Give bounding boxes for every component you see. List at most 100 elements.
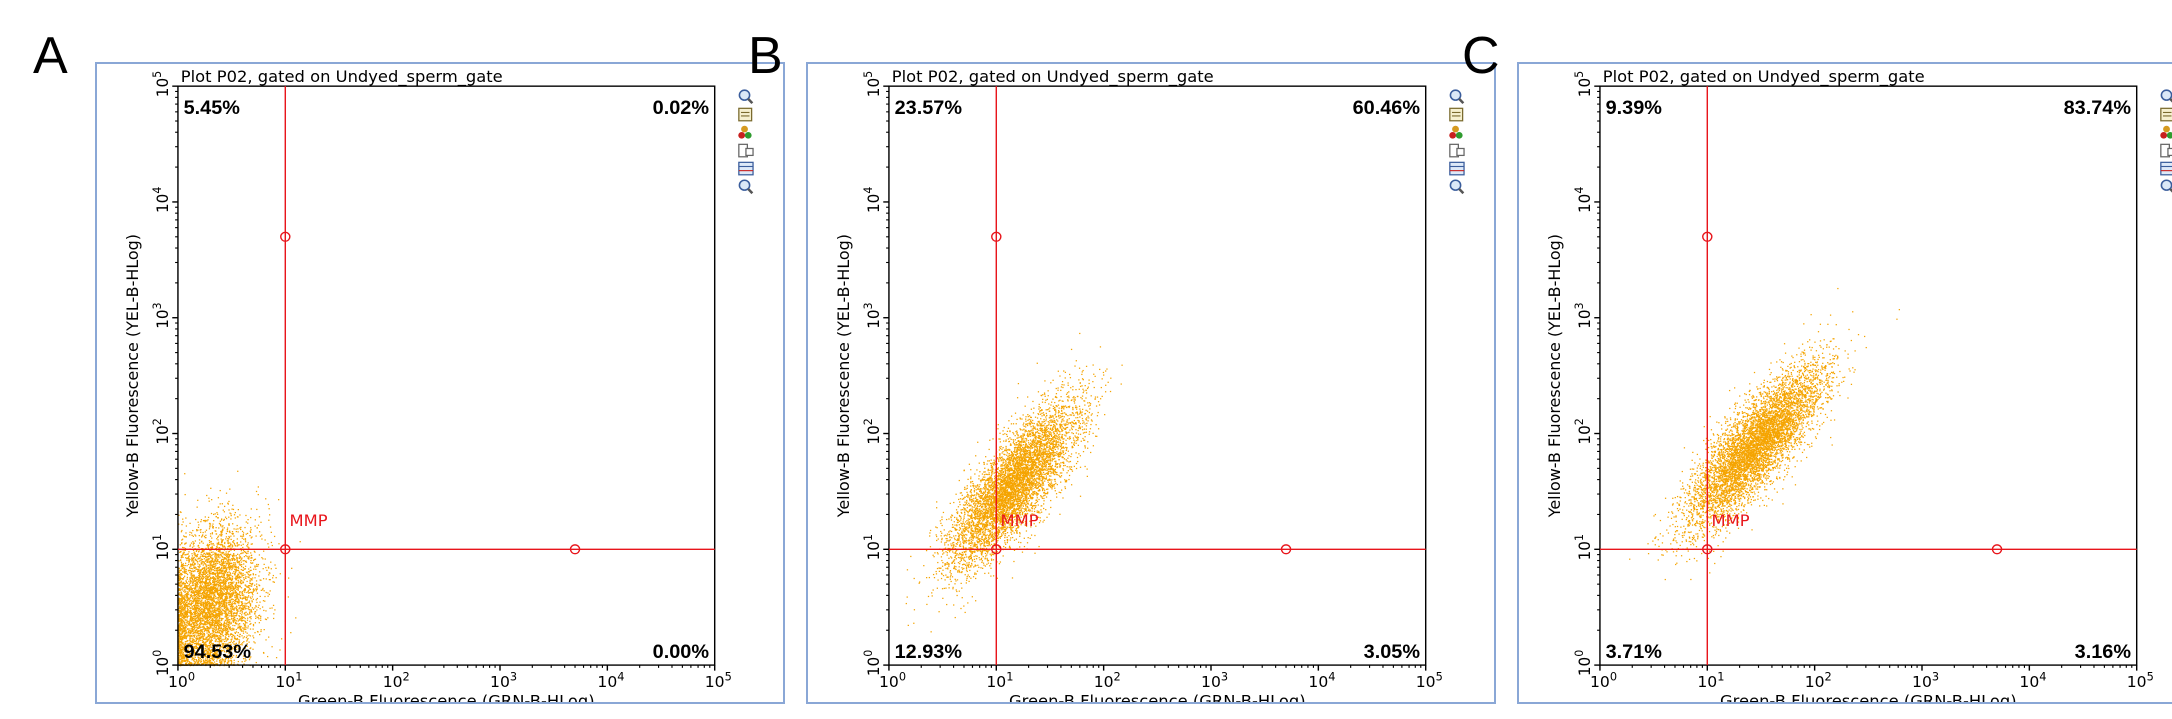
scatter-point [220, 617, 222, 620]
scatter-point [182, 654, 185, 656]
scatter-point [241, 614, 243, 616]
scatter-point [232, 591, 235, 593]
scatter-point [196, 593, 199, 595]
scatter-point [235, 568, 238, 570]
scatter-point [237, 648, 240, 650]
scatter-point [202, 571, 204, 574]
scatter-point [235, 648, 238, 651]
scatter-point [209, 622, 211, 625]
scatter-point [208, 631, 210, 634]
scatter-point [212, 583, 214, 585]
scatter-point [238, 626, 240, 629]
scatter-point [250, 656, 252, 658]
scatter-point [242, 577, 245, 579]
scatter-point [271, 544, 273, 547]
scatter-point [204, 583, 206, 585]
scatter-point [213, 651, 216, 654]
scatter-point [192, 639, 194, 641]
scatter-point [193, 649, 196, 652]
scatter-point [225, 626, 228, 628]
scatter-point [205, 623, 207, 625]
scatter-point [233, 542, 235, 544]
scatter-point [185, 536, 187, 538]
scatter-point [224, 585, 226, 587]
scatter-point [230, 593, 232, 595]
scatter-point [195, 639, 198, 642]
scatter-point [207, 544, 209, 547]
scatter-point [288, 577, 290, 579]
scatter-point [230, 582, 232, 584]
scatter-point [214, 574, 217, 576]
scatter-point [194, 587, 197, 589]
scatter-point [217, 628, 219, 630]
scatter-point [236, 618, 238, 620]
scatter-point [206, 608, 208, 610]
scatter-point [216, 614, 218, 616]
scatter-point [222, 558, 224, 561]
scatter-point [201, 635, 203, 638]
scatter-point [206, 582, 209, 585]
scatter-point [213, 573, 216, 575]
scatter-point [224, 567, 226, 569]
scatter-point [226, 590, 228, 592]
scatter-point [234, 603, 237, 605]
scatter-point [199, 588, 201, 590]
scatter-point [195, 637, 197, 639]
scatter-point [208, 641, 211, 643]
scatter-point [191, 557, 193, 559]
scatter-point [215, 572, 217, 574]
scatter-point [195, 550, 198, 552]
scatter-point [206, 597, 208, 599]
scatter-point [225, 608, 227, 611]
scatter-point [255, 535, 257, 537]
scatter-point [202, 606, 205, 608]
scatter-point [201, 623, 204, 625]
scatter-point [225, 612, 228, 614]
scatter-point [234, 568, 236, 571]
scatter-point [246, 632, 248, 634]
scatter-point [204, 621, 206, 623]
scatter-point [222, 634, 224, 637]
scatter-point [219, 550, 221, 552]
scatter-point [210, 568, 212, 570]
scatter-point [190, 646, 192, 649]
scatter-point [229, 546, 231, 548]
scatter-point [225, 632, 227, 634]
scatter-point [204, 588, 206, 590]
scatter-point [219, 489, 221, 492]
scatter-point [223, 660, 225, 662]
scatter-point [254, 565, 256, 567]
scatter-point [237, 588, 239, 590]
scatter-point [238, 641, 240, 643]
scatter-point [188, 560, 190, 562]
scatter-point [264, 595, 266, 598]
scatter-point [204, 576, 207, 578]
scatter-point [183, 547, 185, 549]
scatter-point [232, 565, 234, 568]
scatter-point [178, 574, 180, 577]
scatter-point [212, 657, 214, 660]
scatter-point [229, 581, 231, 584]
scatter-point [200, 577, 203, 579]
scatter-point [179, 624, 181, 626]
scatter-point [245, 611, 247, 613]
scatter-point [231, 565, 233, 567]
scatter-point [209, 624, 211, 626]
scatter-point [224, 637, 227, 640]
scatter-point [240, 607, 242, 609]
scatter-point [232, 618, 234, 620]
scatter-point [226, 586, 229, 588]
scatter-point [228, 561, 230, 564]
scatter-point [240, 609, 242, 611]
scatter-point [178, 624, 180, 626]
scatter-point [240, 559, 242, 561]
scatter-point [238, 585, 240, 588]
scatter-point [233, 581, 235, 583]
scatter-point [223, 545, 225, 547]
scatter-point [213, 609, 215, 611]
scatter-point [236, 634, 239, 636]
scatter-point [229, 648, 231, 651]
scatter-point [239, 514, 241, 516]
scatter-point [219, 630, 221, 632]
scatter-point [236, 595, 238, 598]
